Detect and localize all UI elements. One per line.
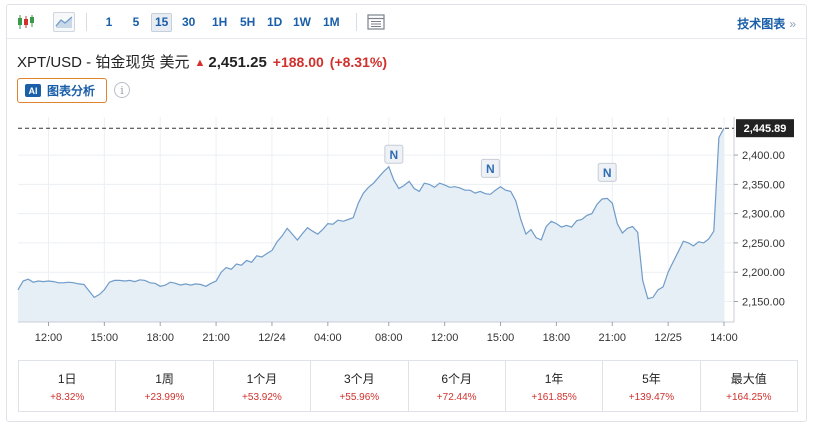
y-tick-label: 2,250.00 [742, 238, 785, 250]
period-label: 最大值 [730, 371, 767, 386]
x-tick-label: 18:00 [543, 332, 571, 344]
x-tick-label: 12:00 [35, 332, 63, 344]
price-chart[interactable]: 2,400.00 2,350.00 2,300.00 2,250.00 2,200.00… [7, 5, 806, 360]
period-label: 1个月 [246, 371, 278, 386]
y-tick-label: 2,150.00 [742, 297, 785, 309]
timeframe-1h[interactable]: 1H [212, 15, 228, 29]
x-tick-label: 15:00 [91, 332, 119, 344]
price-change: +188.00 [272, 54, 324, 70]
period-cell[interactable]: 1周 +23.99% [116, 361, 214, 411]
y-tick-label: 2,350.00 [742, 179, 785, 191]
timeframe-30[interactable]: 30 [182, 15, 196, 29]
technical-chart-label: 技术图表 [737, 17, 786, 31]
x-tick-label: 15:00 [487, 332, 515, 344]
technical-chart-link[interactable]: 技术图表» [737, 15, 796, 32]
chart-widget: 1 5 15 30 1H 5H 1D 1W 1M 技术图表» XPT/USD - 铂金现货 美元… [6, 4, 807, 422]
toolbar-divider [86, 13, 87, 31]
period-label: 1日 [57, 371, 77, 386]
last-price: 2,451.25 [208, 54, 267, 71]
y-tick-label: 2,400.00 [742, 150, 785, 162]
ai-chart-analysis-button[interactable]: AI 图表分析 [17, 78, 107, 103]
period-cell[interactable]: 5年 +139.47% [603, 361, 701, 411]
period-label: 5年 [642, 371, 661, 386]
x-tick-label: 12/25 [654, 332, 682, 344]
period-change: +23.99% [144, 391, 185, 403]
timeframe-15[interactable]: 15 [151, 13, 173, 32]
period-label: 3个月 [343, 371, 375, 386]
instrument-name: XPT/USD - 铂金现货 美元 [17, 54, 190, 71]
current-price-label: 2,445.89 [744, 123, 787, 135]
news-marker-box [480, 158, 500, 178]
period-label: 1周 [155, 371, 174, 386]
x-tick-label: 12:00 [431, 332, 459, 344]
period-change: +161.85% [531, 391, 577, 403]
up-arrow-icon: ▲ [194, 57, 206, 69]
price-line [17, 127, 725, 300]
timeframe-5[interactable]: 5 [132, 15, 140, 29]
x-tick-label: 04:00 [314, 332, 342, 344]
price-area [18, 128, 724, 322]
news-marker-label: N [486, 162, 495, 176]
period-cell[interactable]: 最大值 +164.25% [701, 361, 797, 411]
area-chart-icon[interactable] [53, 12, 75, 32]
period-label: 6个月 [441, 371, 473, 386]
period-change: +139.47% [628, 391, 675, 403]
table-view-icon[interactable] [365, 12, 387, 32]
quote-header: XPT/USD - 铂金现货 美元 ▲ 2,451.25 +188.00 (+8… [17, 51, 387, 72]
period-change: +164.25% [726, 391, 772, 403]
news-marker-box [384, 144, 404, 164]
current-price-tag [736, 119, 794, 138]
period-label: 1年 [544, 371, 564, 386]
x-tick-label: 08:00 [375, 332, 403, 344]
x-tick-label: 21:00 [598, 332, 626, 344]
news-marker-label: N [390, 148, 399, 162]
timeframe-1[interactable]: 1 [105, 15, 113, 29]
period-cell[interactable]: 6个月 +72.44% [409, 361, 506, 411]
x-tick-label: 21:00 [202, 332, 230, 344]
timeframe-1m[interactable]: 1M [323, 15, 340, 29]
timeframe-5h[interactable]: 5H [240, 15, 256, 29]
double-chevron-right-icon: » [789, 17, 796, 31]
y-tick-label: 2,300.00 [742, 209, 785, 221]
x-tick-label: 14:00 [710, 332, 738, 344]
timeframe-1d[interactable]: 1D [267, 15, 283, 29]
period-cell[interactable]: 1个月 +53.92% [214, 361, 312, 411]
ai-button-label: 图表分析 [47, 84, 96, 98]
y-tick-label: 2,200.00 [742, 267, 785, 279]
news-marker-box [597, 162, 617, 182]
period-cell[interactable]: 1年 +161.85% [506, 361, 604, 411]
timeframe-1w[interactable]: 1W [293, 15, 311, 29]
performance-periods: 1日 +8.32% 1周 +23.99% 1个月 +53.92% 3个月 +55.96% 6个月… [18, 360, 798, 412]
toolbar-divider [356, 13, 357, 31]
news-marker-label: N [603, 166, 612, 180]
period-change: +72.44% [436, 391, 477, 403]
period-cell[interactable]: 1日 +8.32% [19, 361, 117, 411]
ai-badge-icon: AI [25, 84, 41, 97]
x-tick-label: 18:00 [146, 332, 174, 344]
x-tick-label: 12/24 [258, 332, 286, 344]
info-icon[interactable]: i [114, 82, 130, 98]
period-cell[interactable]: 3个月 +55.96% [311, 361, 409, 411]
period-change: +55.96% [339, 391, 380, 403]
toolbar: 1 5 15 30 1H 5H 1D 1W 1M 技术图表» [7, 5, 806, 39]
price-change-percent: (+8.31%) [329, 54, 387, 70]
period-change: +8.32% [50, 391, 85, 403]
candlestick-icon[interactable] [15, 12, 37, 32]
period-change: +53.92% [242, 391, 282, 403]
